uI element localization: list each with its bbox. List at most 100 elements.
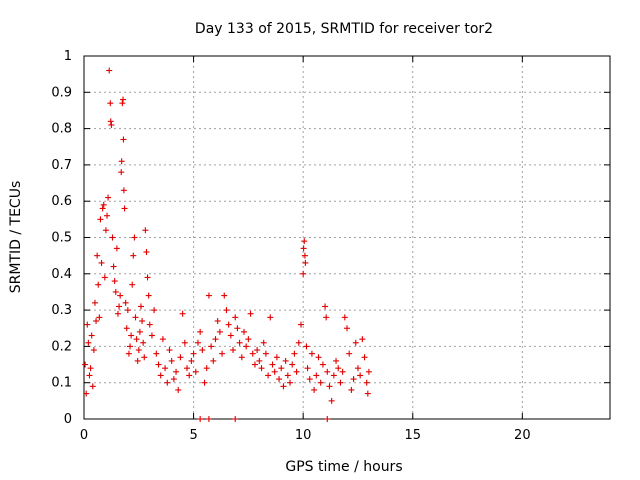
y-tick-label: 0.9 xyxy=(51,85,72,100)
data-point xyxy=(125,350,132,357)
data-point xyxy=(135,347,142,354)
data-point xyxy=(143,249,150,256)
y-tick-label: 0 xyxy=(64,412,72,427)
data-point xyxy=(93,317,100,324)
data-point xyxy=(116,303,123,310)
data-point xyxy=(273,354,280,361)
data-point xyxy=(105,194,112,201)
data-point xyxy=(112,288,119,295)
data-point xyxy=(110,263,117,270)
data-point xyxy=(102,227,109,234)
x-axis-label: GPS time / hours xyxy=(285,459,402,475)
data-point xyxy=(328,397,335,404)
y-tick-label: 0.1 xyxy=(51,376,72,391)
data-point xyxy=(232,314,239,321)
data-point xyxy=(199,347,206,354)
data-point xyxy=(243,343,250,350)
data-point xyxy=(260,339,267,346)
data-point xyxy=(109,234,116,241)
data-point xyxy=(179,310,186,317)
data-point xyxy=(177,354,184,361)
data-point xyxy=(118,158,125,165)
data-point xyxy=(86,372,93,379)
x-tick-labels: 0 5 10 15 20 xyxy=(80,428,531,443)
data-point xyxy=(99,205,106,212)
y-tick-label: 0.6 xyxy=(51,194,72,209)
data-point xyxy=(287,379,294,386)
data-point xyxy=(106,67,113,74)
data-point xyxy=(344,325,350,332)
data-points xyxy=(82,67,372,422)
data-point xyxy=(271,368,278,375)
data-point xyxy=(137,303,144,310)
data-point xyxy=(291,350,298,357)
data-point xyxy=(265,372,272,379)
data-point xyxy=(164,379,171,386)
data-point xyxy=(297,321,304,328)
data-point xyxy=(186,372,193,379)
data-point xyxy=(280,383,287,390)
data-point xyxy=(120,187,127,194)
data-point xyxy=(119,100,126,107)
data-point xyxy=(121,205,128,212)
data-point xyxy=(236,339,243,346)
data-point xyxy=(146,321,153,328)
data-point xyxy=(114,310,121,317)
data-point xyxy=(302,259,309,266)
data-point xyxy=(122,299,129,306)
data-point xyxy=(131,234,138,241)
y-axis-label: SRMTID / TECUs xyxy=(8,181,24,294)
data-point xyxy=(145,292,152,299)
data-point xyxy=(104,212,111,219)
data-point xyxy=(333,357,340,364)
y-tick-label: 0.4 xyxy=(51,267,72,282)
data-point xyxy=(267,314,274,321)
data-point xyxy=(124,307,131,314)
data-point xyxy=(251,361,258,368)
data-point xyxy=(350,376,357,383)
data-point xyxy=(129,281,136,288)
data-point xyxy=(84,321,91,328)
data-point xyxy=(140,339,147,346)
data-point xyxy=(216,328,223,335)
data-point xyxy=(90,347,97,354)
data-point xyxy=(315,354,322,361)
data-point xyxy=(234,325,241,332)
data-point xyxy=(359,336,366,343)
y-tick-labels: 0 0.1 0.2 0.3 0.4 0.5 0.6 0.7 0.8 0.9 1 xyxy=(51,49,72,427)
data-point xyxy=(170,376,177,383)
x-tick-label: 0 xyxy=(80,428,88,443)
data-point xyxy=(238,354,245,361)
data-point xyxy=(249,350,256,357)
data-point xyxy=(240,328,247,335)
data-point xyxy=(190,350,197,357)
data-point xyxy=(151,307,158,314)
data-point xyxy=(339,368,346,375)
data-point xyxy=(284,372,291,379)
data-point xyxy=(324,416,331,422)
data-point xyxy=(157,372,164,379)
data-point xyxy=(113,245,120,252)
data-point xyxy=(225,321,232,328)
y-tick-label: 0.7 xyxy=(51,158,72,173)
data-point xyxy=(352,339,359,346)
data-point xyxy=(95,281,102,288)
data-point xyxy=(197,416,204,422)
data-point xyxy=(258,365,265,372)
data-point xyxy=(128,332,135,339)
y-tick-label: 1 xyxy=(64,49,72,64)
data-point xyxy=(230,347,237,354)
data-point xyxy=(262,350,269,357)
data-point xyxy=(120,136,127,143)
data-point xyxy=(317,379,324,386)
x-tick-label: 10 xyxy=(295,428,312,443)
data-point xyxy=(201,379,208,386)
data-point xyxy=(214,317,221,324)
data-point xyxy=(276,376,283,383)
data-point xyxy=(98,259,105,266)
data-point xyxy=(335,365,342,372)
data-point xyxy=(108,121,115,128)
data-point xyxy=(324,368,331,375)
data-point xyxy=(132,314,139,321)
